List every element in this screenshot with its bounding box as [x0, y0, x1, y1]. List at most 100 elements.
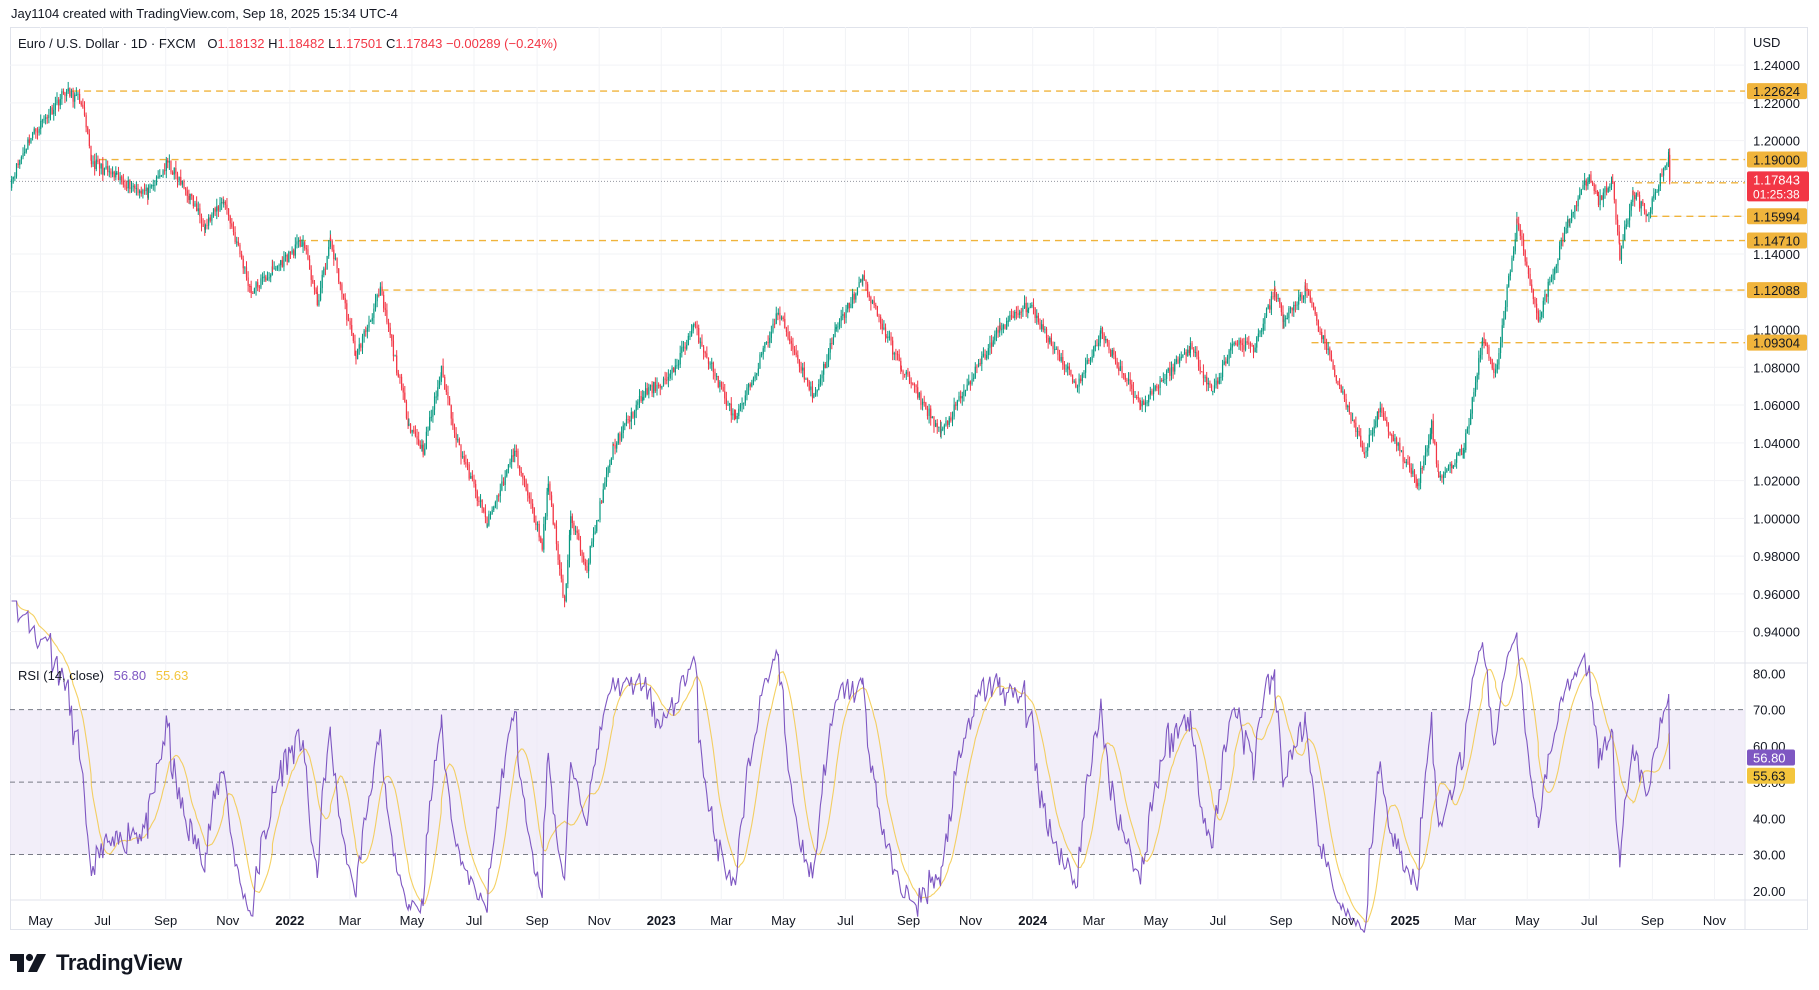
- candle-body: [1023, 302, 1026, 308]
- candle-body: [38, 129, 40, 133]
- candle-body: [389, 327, 391, 335]
- candle-body: [982, 353, 985, 357]
- candle-body: [139, 190, 141, 194]
- candle-body: [1463, 449, 1465, 454]
- candle-body: [543, 524, 545, 550]
- candle-body: [1067, 366, 1069, 369]
- candle-body: [1465, 433, 1467, 450]
- candle-body: [1368, 434, 1370, 448]
- candle-body: [549, 483, 551, 496]
- candle-body: [36, 131, 39, 133]
- candle-body: [800, 366, 802, 371]
- rsi-tick-label: 30.00: [1753, 848, 1786, 863]
- rsi-ma-tag: [1747, 767, 1795, 784]
- candle-body: [331, 240, 333, 250]
- candle-body: [926, 409, 929, 416]
- x-tick-label: Mar: [710, 913, 733, 928]
- candle-body: [1057, 348, 1059, 355]
- candle-body: [244, 267, 246, 269]
- candle-body: [951, 416, 954, 421]
- candle-body: [892, 340, 894, 355]
- candle-body: [802, 367, 804, 371]
- candle-body: [77, 94, 79, 96]
- candle-body: [512, 455, 514, 457]
- candle-body: [1649, 209, 1652, 214]
- candle-body: [432, 409, 434, 417]
- candle-body: [49, 107, 52, 116]
- candle-body: [447, 392, 449, 399]
- tradingview-logo[interactable]: TradingView: [10, 950, 182, 976]
- candle-body: [1019, 311, 1021, 316]
- candle-body: [1539, 317, 1541, 322]
- candle-body: [1615, 199, 1617, 220]
- candle-body: [283, 256, 285, 267]
- candle-body: [1121, 366, 1123, 374]
- candle-body: [234, 231, 236, 242]
- candle-body: [1350, 412, 1352, 421]
- candle-body: [252, 293, 254, 295]
- y-tick-label: 1.14000: [1753, 247, 1800, 262]
- candle-body: [720, 381, 723, 387]
- candle-body: [1180, 356, 1182, 359]
- candle-body: [1345, 399, 1347, 408]
- candle-body: [1269, 305, 1271, 310]
- candle-body: [1654, 192, 1657, 195]
- candle-body: [1093, 346, 1095, 357]
- candle-body: [1532, 289, 1534, 300]
- candle-body: [1105, 338, 1107, 341]
- candle-body: [1196, 351, 1198, 357]
- candle-body: [912, 383, 914, 385]
- x-tick-label: Jul: [1210, 913, 1227, 928]
- y-tick-label: 1.10000: [1753, 323, 1800, 338]
- candle-body: [192, 196, 194, 207]
- candle-body: [1371, 433, 1374, 435]
- candle-body: [1585, 180, 1587, 186]
- candle-body: [117, 172, 120, 181]
- candle-body: [1394, 438, 1396, 442]
- candle-body: [845, 309, 847, 318]
- candle-body: [1036, 315, 1038, 319]
- candle-body: [1386, 420, 1388, 424]
- candle-body: [1565, 228, 1567, 234]
- x-tick-label: Sep: [1269, 913, 1292, 928]
- candle-body: [1257, 333, 1259, 338]
- candle-body: [1238, 340, 1240, 345]
- candle-body: [1010, 315, 1013, 317]
- candle-body: [1078, 378, 1080, 387]
- candle-body: [341, 284, 343, 295]
- candle-body: [1335, 375, 1337, 381]
- candle-body: [858, 282, 860, 288]
- candle-body: [772, 323, 774, 332]
- candle-body: [760, 354, 763, 356]
- candle-body: [1215, 380, 1217, 386]
- candle-body: [1549, 281, 1551, 283]
- candle-body: [361, 336, 364, 348]
- candle-body: [1068, 366, 1070, 371]
- low-value: 1.17501: [335, 36, 383, 51]
- candle-body: [70, 90, 73, 97]
- level-price-tag: [1747, 208, 1807, 225]
- candle-body: [130, 187, 133, 190]
- candle-body: [1392, 435, 1394, 442]
- candle-body: [164, 170, 166, 172]
- countdown-label: 01:25:38: [1753, 187, 1800, 201]
- candle-body: [1015, 311, 1018, 314]
- candle-body: [491, 510, 493, 514]
- candle-body: [1132, 388, 1135, 398]
- candle-body: [1110, 350, 1112, 357]
- candle-body: [806, 378, 809, 382]
- candle-body: [227, 208, 230, 217]
- candle-body: [905, 371, 907, 375]
- candle-body: [162, 170, 164, 176]
- candle-body: [767, 342, 769, 344]
- candle-body: [795, 352, 797, 355]
- candle-body: [268, 277, 270, 279]
- candle-body: [1174, 362, 1176, 372]
- candle-body: [1136, 396, 1138, 398]
- candle-body: [945, 420, 947, 426]
- candle-body: [1384, 418, 1386, 421]
- candle-body: [1544, 294, 1546, 301]
- candle-body: [1479, 354, 1482, 359]
- candle-body: [1395, 438, 1398, 446]
